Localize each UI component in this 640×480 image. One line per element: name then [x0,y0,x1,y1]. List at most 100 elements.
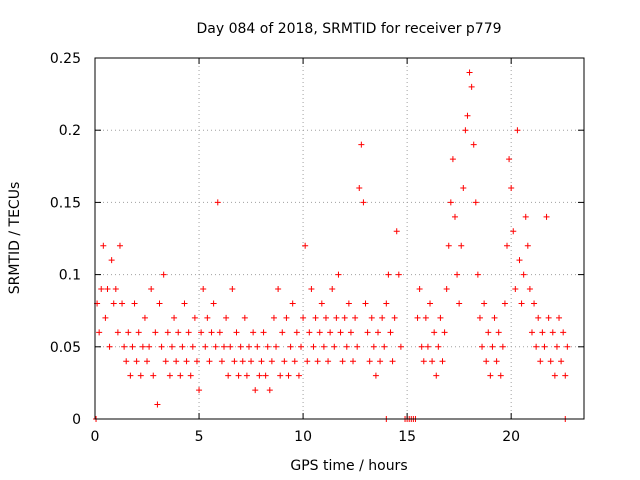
data-point [518,300,525,307]
data-point [345,300,352,307]
data-point [393,228,400,235]
data-point [422,314,429,321]
data-point [501,300,508,307]
data-point [551,372,558,379]
data-point [377,358,384,365]
data-point [439,358,446,365]
data-point [464,112,471,119]
data-point [435,343,442,350]
y-tick-label: 0.05 [50,340,81,356]
data-point [248,358,255,365]
data-point [235,372,242,379]
data-point [183,358,190,365]
data-point [472,199,479,206]
data-point [312,314,319,321]
data-point [558,358,565,365]
data-point [487,372,494,379]
data-point [335,271,342,278]
data-point [239,358,246,365]
data-point [158,343,165,350]
data-point [370,343,377,350]
data-point [516,257,523,264]
data-point [146,343,153,350]
data-point [416,286,423,293]
data-point [427,300,434,307]
data-point [221,343,228,350]
data-point [198,329,205,336]
data-point [289,300,296,307]
data-point [279,329,286,336]
data-point [187,372,194,379]
data-point [327,329,334,336]
data-point [245,343,252,350]
data-point [181,300,188,307]
data-point [96,329,103,336]
data-point [141,314,148,321]
data-point [337,329,344,336]
data-point [537,358,544,365]
data-point [223,314,230,321]
data-point [112,286,119,293]
data-point [106,343,113,350]
data-point [360,199,367,206]
data-point [139,343,146,350]
data-point [108,257,115,264]
y-tick-label: 0.1 [59,268,81,284]
data-point [160,271,167,278]
data-point [298,343,305,350]
axis-ticks: 0 5 10 15 20 0 0.05 0.1 0.15 0.2 0.25 [50,51,584,445]
data-point [300,314,307,321]
data-point [233,329,240,336]
data-point [293,329,300,336]
data-point [264,343,271,350]
data-point [368,314,375,321]
data-point [204,314,211,321]
data-point [137,372,144,379]
data-point [350,358,357,365]
data-point [479,343,486,350]
data-point [275,286,282,293]
data-point [287,343,294,350]
data-point [258,358,265,365]
data-point [185,329,192,336]
data-point [508,184,515,191]
data-point [318,300,325,307]
data-point [193,358,200,365]
data-point [110,300,117,307]
data-point [262,372,269,379]
data-point [329,286,336,293]
data-point [433,372,440,379]
data-point [468,83,475,90]
data-point [528,329,535,336]
data-point [341,314,348,321]
data-point [162,358,169,365]
data-point [510,228,517,235]
x-axis-label: GPS time / hours [290,458,407,474]
data-point [266,387,273,394]
data-point [212,343,219,350]
data-point [476,314,483,321]
data-point [214,199,221,206]
data-point [102,314,109,321]
data-point [229,286,236,293]
data-point [316,329,323,336]
data-point [556,314,563,321]
data-point [564,343,571,350]
data-point [270,314,277,321]
data-point [562,372,569,379]
data-point [252,387,259,394]
data-point [339,358,346,365]
data-point [191,314,198,321]
data-point [458,242,465,249]
data-point [520,271,527,278]
data-point [320,343,327,350]
data-point [512,286,519,293]
data-point [543,213,550,220]
data-point [441,329,448,336]
plot-frame [94,57,585,420]
data-point [385,271,392,278]
data-point [387,329,394,336]
data-point [314,358,321,365]
